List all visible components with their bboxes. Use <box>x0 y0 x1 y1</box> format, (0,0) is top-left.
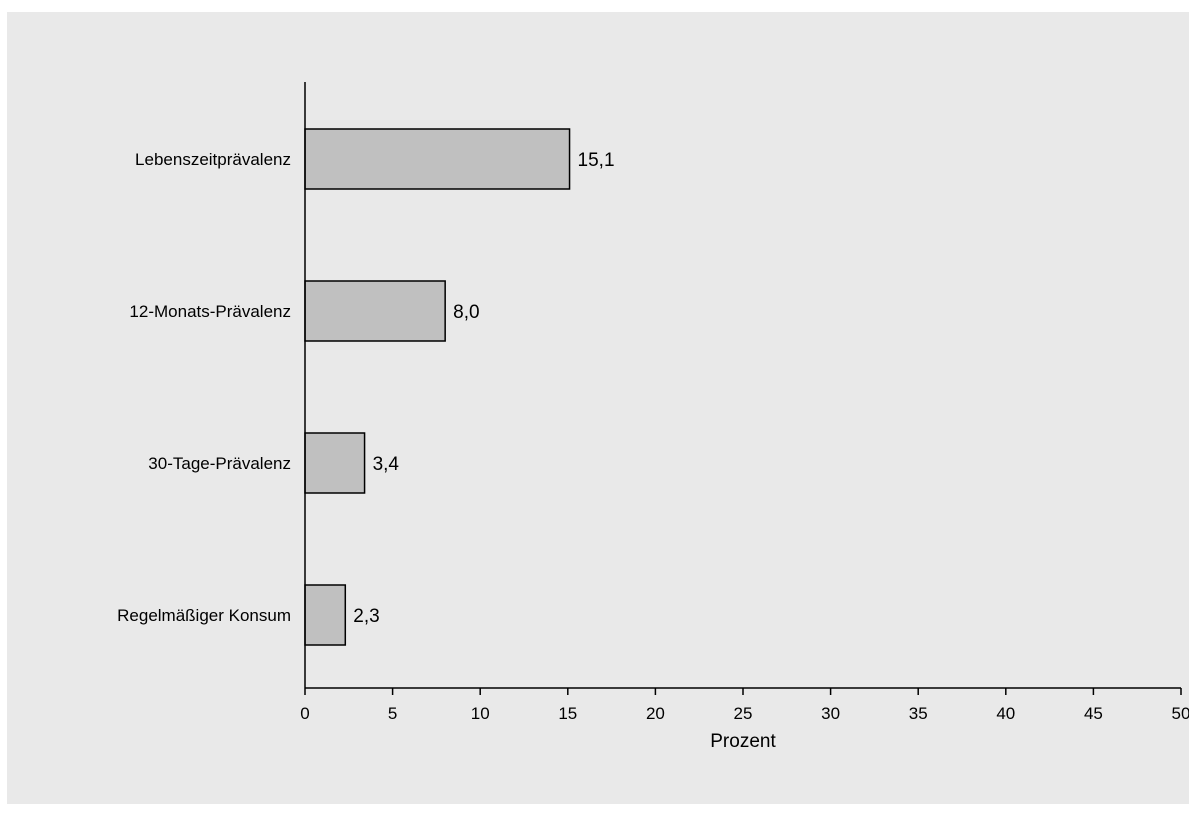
chart-panel: Lebenszeitprävalenz 15,1 12-Monats-Prävale… <box>7 12 1189 804</box>
x-tick-label-40: 40 <box>996 704 1015 723</box>
category-label-3: 30-Tage-Prävalenz <box>148 454 291 473</box>
category-label-4: Regelmäßiger Konsum <box>117 606 291 625</box>
category-label-2: 12-Monats-Prävalenz <box>129 302 291 321</box>
x-tick-label-15: 15 <box>558 704 577 723</box>
data-label-1: 15,1 <box>578 150 615 171</box>
axes-layer <box>304 82 1182 695</box>
bar-4 <box>304 584 347 646</box>
x-tick-label-50: 50 <box>1172 704 1189 723</box>
category-label-1: Lebenszeitprävalenz <box>135 150 291 169</box>
x-tick-label-25: 25 <box>734 704 753 723</box>
x-tick-label-20: 20 <box>646 704 665 723</box>
bar-2 <box>304 280 446 342</box>
labels-layer: Lebenszeitprävalenz 15,1 12-Monats-Prävale… <box>117 150 1189 723</box>
data-label-2: 8,0 <box>453 302 479 323</box>
x-tick-label-30: 30 <box>821 704 840 723</box>
x-tick-label-5: 5 <box>388 704 397 723</box>
x-tick-label-10: 10 <box>471 704 490 723</box>
bar-1 <box>304 128 571 190</box>
bars-layer <box>304 128 571 646</box>
x-axis-title: Prozent <box>710 731 776 752</box>
data-label-4: 2,3 <box>353 606 379 627</box>
bar-3 <box>304 432 366 494</box>
x-tick-label-45: 45 <box>1084 704 1103 723</box>
data-label-3: 3,4 <box>373 454 400 475</box>
bar-chart: Lebenszeitprävalenz 15,1 12-Monats-Prävale… <box>117 82 1189 752</box>
x-tick-label-0: 0 <box>300 704 309 723</box>
x-tick-label-35: 35 <box>909 704 928 723</box>
